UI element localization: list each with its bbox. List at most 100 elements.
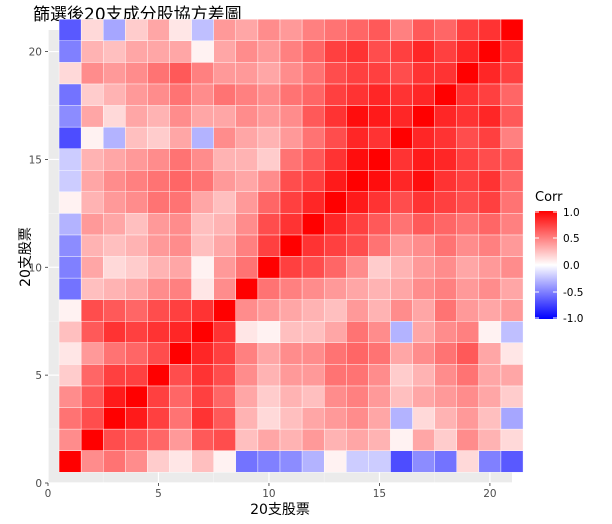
heatmap-cell: [235, 342, 259, 365]
heatmap-cell: [434, 83, 457, 106]
heatmap-cell: [58, 321, 82, 343]
x-axis-ticks: 0 5 10 15 20: [45, 483, 497, 500]
heatmap-cell: [80, 321, 104, 343]
heatmap-cell: [103, 19, 126, 41]
heatmap-cell: [478, 407, 502, 430]
heatmap-cell: [456, 428, 480, 451]
heatmap-cell: [368, 321, 391, 343]
legend-tick-label: 0.0: [563, 260, 580, 272]
heatmap-cell: [279, 213, 303, 236]
heatmap-cell: [125, 428, 148, 451]
heatmap-cell: [500, 126, 524, 149]
heatmap-cell: [323, 277, 347, 300]
heatmap-cell: [147, 83, 170, 106]
x-tick-label: 0: [45, 488, 52, 500]
heatmap-cell: [235, 126, 259, 149]
heatmap-cell: [103, 342, 126, 365]
heatmap-cell: [80, 234, 104, 257]
heatmap-cell: [235, 407, 259, 430]
heatmap-cell: [191, 170, 214, 192]
heatmap-cell: [478, 40, 502, 63]
heatmap-cell: [103, 40, 126, 63]
heatmap-cell: [390, 191, 413, 214]
heatmap-cell: [368, 342, 391, 365]
heatmap-cell: [125, 299, 148, 322]
heatmap-cell: [147, 385, 170, 408]
heatmap-cell: [80, 40, 104, 63]
y-axis-title: 20支股票: [18, 227, 34, 287]
heatmap-cell: [434, 62, 457, 85]
heatmap-cell: [456, 213, 480, 236]
heatmap-cell: [125, 191, 148, 214]
heatmap-cell: [169, 213, 192, 236]
heatmap-cell: [346, 170, 369, 192]
heatmap-cell: [80, 385, 104, 408]
heatmap-cell: [213, 428, 237, 451]
heatmap-cell: [147, 428, 170, 451]
heatmap-cell: [368, 126, 391, 149]
heatmap-cell: [346, 277, 369, 300]
heatmap-cell: [323, 234, 347, 257]
legend-colorbar: [535, 211, 557, 319]
heatmap-cell: [169, 364, 192, 387]
heatmap-cell: [346, 62, 369, 85]
heatmap-cell: [301, 234, 325, 257]
heatmap-cell: [478, 277, 502, 300]
heatmap-cell: [125, 385, 148, 408]
heatmap-cell: [103, 62, 126, 85]
heatmap-cell: [147, 62, 170, 85]
heatmap-cell: [434, 126, 457, 149]
heatmap-cell: [323, 191, 347, 214]
heatmap-cell: [301, 62, 325, 85]
heatmap-cell: [412, 407, 435, 430]
heatmap-cell: [58, 256, 82, 279]
heatmap-cell: [125, 256, 148, 279]
heatmap-cell: [346, 191, 369, 214]
heatmap-cell: [500, 385, 524, 408]
heatmap-cell: [213, 213, 237, 236]
heatmap-cell: [301, 213, 325, 236]
heatmap-cell: [279, 234, 303, 257]
heatmap-cell: [191, 428, 214, 451]
heatmap-cell: [301, 321, 325, 343]
heatmap-cell: [147, 256, 170, 279]
heatmap-cell: [368, 234, 391, 257]
legend-tick-label: 0.5: [563, 233, 580, 245]
heatmap-cell: [235, 321, 259, 343]
heatmap-cell: [434, 342, 457, 365]
heatmap-cell: [434, 213, 457, 236]
heatmap-cell: [323, 126, 347, 149]
heatmap-cell: [390, 364, 413, 387]
heatmap-cell: [323, 364, 347, 387]
heatmap-cell: [103, 299, 126, 322]
heatmap-cell: [412, 342, 435, 365]
heatmap-cell: [213, 83, 237, 106]
heatmap-cell: [301, 277, 325, 300]
heatmap-cell: [80, 299, 104, 322]
heatmap-cell: [390, 126, 413, 149]
heatmap-cell: [346, 407, 369, 430]
heatmap-cell: [235, 213, 259, 236]
heatmap-cell: [390, 428, 413, 451]
heatmap-cell: [103, 385, 126, 408]
heatmap-cell: [279, 428, 303, 451]
heatmap-cell: [58, 342, 82, 365]
y-tick-label: 0: [35, 478, 42, 490]
heatmap-cell: [368, 19, 391, 41]
heatmap-cell: [434, 407, 457, 430]
heatmap-cell: [323, 342, 347, 365]
heatmap-cell: [235, 364, 259, 387]
heatmap-cell: [103, 407, 126, 430]
heatmap-cell: [301, 40, 325, 63]
heatmap-cell: [434, 428, 457, 451]
heatmap-cell: [323, 213, 347, 236]
heatmap-cell: [169, 277, 192, 300]
heatmap-cell: [500, 62, 524, 85]
heatmap-cell: [456, 83, 480, 106]
y-tick-label: 5: [35, 370, 42, 382]
y-tick-label: 15: [29, 154, 42, 166]
heatmap-cell: [390, 321, 413, 343]
heatmap-cell: [58, 277, 82, 300]
heatmap-cell: [412, 277, 435, 300]
heatmap-cell: [103, 234, 126, 257]
